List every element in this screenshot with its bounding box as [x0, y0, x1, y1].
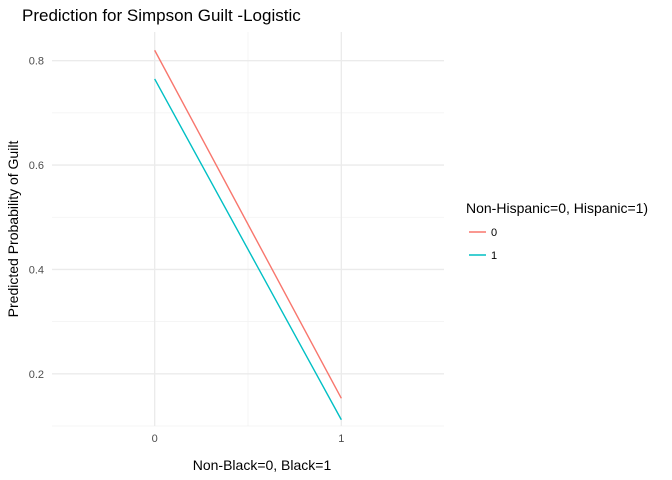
y-axis-title: Predicted Probability of Guilt [5, 141, 21, 318]
legend-item-1: 1 [469, 250, 497, 262]
legend: Non-Hispanic=0, Hispanic=1) 01 [466, 200, 648, 262]
x-tick-label: 1 [338, 433, 344, 445]
y-tick-labels: 0.2 0.4 0.6 0.8 [29, 56, 44, 381]
legend-items: 01 [469, 227, 497, 262]
y-tick-label: 0.4 [29, 264, 44, 276]
major-gridlines [52, 32, 444, 426]
minor-gridlines [52, 32, 444, 427]
x-axis-title: Non-Black=0, Black=1 [193, 457, 332, 473]
legend-label: 1 [491, 250, 497, 262]
chart-title: Prediction for Simpson Guilt -Logistic [22, 6, 301, 25]
y-tick-label: 0.6 [29, 160, 44, 172]
legend-label: 0 [491, 227, 497, 239]
series-lines [154, 49, 342, 421]
y-tick-label: 0.8 [29, 56, 44, 68]
legend-title: Non-Hispanic=0, Hispanic=1) [466, 200, 648, 216]
y-tick-label: 0.2 [29, 369, 44, 381]
series-line-0 [154, 49, 342, 399]
series-line-1 [154, 78, 342, 421]
x-tick-label: 0 [152, 433, 158, 445]
legend-item-0: 0 [469, 227, 497, 239]
